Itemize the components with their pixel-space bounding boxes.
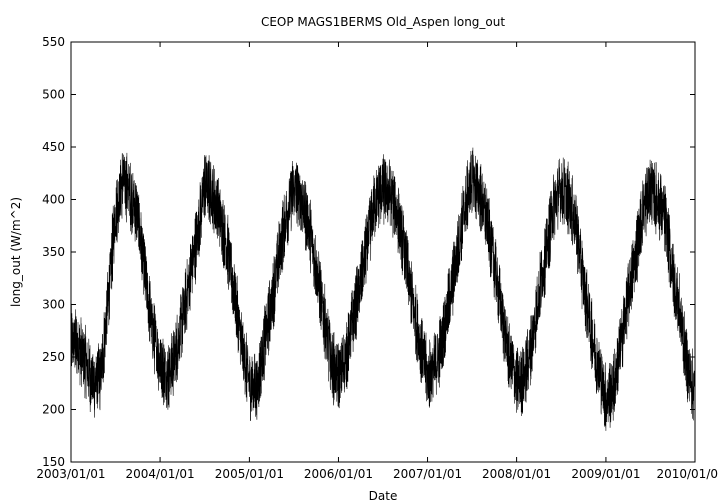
y-tick-label: 400 <box>42 193 65 207</box>
x-tick-label: 2008/01/01 <box>482 467 551 481</box>
x-axis: 2003/01/01 2004/01/01 2005/01/01 2006/01/01… <box>36 42 718 481</box>
x-tick-label: 2003/01/01 <box>36 467 105 481</box>
y-tick-label: 450 <box>42 140 65 154</box>
chart-title: CEOP MAGS1BERMS Old_Aspen long_out <box>261 15 505 29</box>
y-tick-label: 300 <box>42 298 65 312</box>
y-axis: 150 200 250 300 350 400 450 500 550 <box>42 35 695 469</box>
x-tick-label: 2006/01/01 <box>304 467 373 481</box>
x-tick-label: 2005/01/01 <box>215 467 284 481</box>
x-tick-label: 2009/01/01 <box>571 467 640 481</box>
x-tick-label: 2007/01/01 <box>393 467 462 481</box>
x-axis-title: Date <box>369 489 398 503</box>
x-tick-label: 2004/01/01 <box>125 467 194 481</box>
y-tick-label: 500 <box>42 88 65 102</box>
y-axis-title: long_out (W/m^2) <box>9 197 23 307</box>
y-tick-label: 200 <box>42 403 65 417</box>
y-tick-label: 550 <box>42 35 65 49</box>
y-tick-label: 350 <box>42 245 65 259</box>
y-tick-label: 150 <box>42 455 65 469</box>
plot-frame <box>70 41 696 463</box>
y-tick-label: 250 <box>42 350 65 364</box>
series-layer <box>70 147 696 431</box>
x-tick-label: 2010/01/0 <box>656 467 718 481</box>
series-line <box>70 147 696 431</box>
